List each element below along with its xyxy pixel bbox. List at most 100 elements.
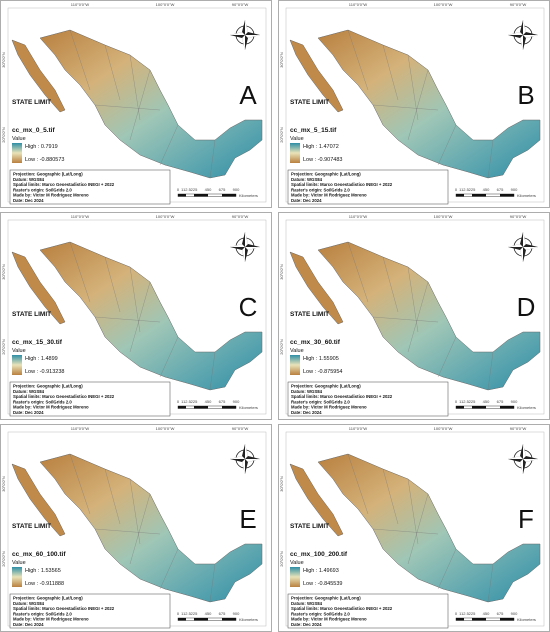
longitude-label: 90°0'0"W [510, 214, 527, 219]
scale-unit: Kilometers [517, 405, 536, 410]
legend-low: Low : -0.880573 [25, 157, 64, 163]
compass-star [508, 20, 538, 50]
scale-bar-fill [194, 194, 208, 197]
longitude-label: 90°0'0"W [510, 2, 527, 7]
map-panel: 110°0'0"W 100°0'0"W 90°0'0"W 30°0'0"N 20°0'0… [0, 0, 272, 208]
legend-file: cc_mx_15_30.tif [12, 339, 63, 346]
legend-low: Low : -0.913238 [25, 369, 64, 375]
legend-heading: STATE LIMIT [12, 523, 51, 530]
compass-star-light [230, 20, 260, 50]
note-line: Projection: Geographic (Lat/Long) [13, 384, 83, 389]
peninsula-shape [11, 251, 66, 325]
scale-bar-fill [178, 618, 186, 621]
legend-high: High : 1.55905 [303, 356, 339, 362]
scale-label: 0 [177, 399, 180, 404]
longitude-label: 100°0'0"W [434, 426, 453, 431]
note-line: Raster's origin: SoilGrids 2.0 [291, 611, 350, 616]
state-lines [69, 29, 216, 179]
panel-letter: B [517, 80, 534, 110]
scale-label: 0 [455, 399, 458, 404]
compass-star-light [508, 232, 538, 262]
scale-label: 900 [233, 187, 240, 192]
scale-unit: Kilometers [517, 193, 536, 198]
legend-ramp [290, 143, 300, 163]
legend-value: Value [290, 348, 304, 354]
legend-value: Value [12, 348, 26, 354]
scale-label: 225 [469, 187, 476, 192]
note-line: Made by: Victor M Rodriguez Moreno [13, 617, 89, 622]
scale-label: 225 [191, 611, 198, 616]
scale-bar-fill [500, 406, 514, 409]
legend-value: Value [12, 560, 26, 566]
compass-star [230, 20, 260, 50]
longitude-label: 110°0'0"W [71, 426, 90, 431]
note-line: Projection: Geographic (Lat/Long) [291, 384, 361, 389]
longitude-label: 110°0'0"W [349, 214, 368, 219]
latitude-label: 20°0'0"N [279, 127, 284, 143]
longitude-label: 100°0'0"W [156, 426, 175, 431]
note-line: Date: Dec 2024 [13, 198, 44, 203]
scale-label: 450 [205, 611, 212, 616]
notes-box [287, 169, 449, 205]
legend-ramp [290, 355, 300, 375]
compass-star [508, 232, 538, 262]
compass-star-light [508, 20, 538, 50]
latitude-label: 30°0'0"N [279, 52, 284, 68]
scale-label: 675 [497, 611, 504, 616]
note-line: Spatial limits: Marco Geoestadistico INE… [13, 394, 115, 399]
legend-value: Value [290, 560, 304, 566]
legend-ramp [12, 143, 22, 163]
map-panel: 110°0'0"W 100°0'0"W 90°0'0"W 30°0'0"N 20°0'0… [0, 212, 272, 420]
country-shape [39, 453, 263, 603]
compass-rose [230, 444, 260, 474]
scale-label: 675 [219, 187, 226, 192]
note-line: Spatial limits: Marco Geoestadistico INE… [291, 394, 393, 399]
country-shape [317, 29, 541, 179]
map-panel: 110°0'0"W 100°0'0"W 90°0'0"W 30°0'0"N 20°0'0… [278, 212, 550, 420]
peninsula-shape [11, 39, 66, 113]
scale-unit: Kilometers [239, 405, 258, 410]
scale-bar-fill [222, 618, 236, 621]
legend-ramp [12, 355, 22, 375]
country-shape [317, 453, 541, 603]
note-line: Spatial limits: Marco Geoestadistico INE… [13, 606, 115, 611]
longitude-label: 100°0'0"W [434, 2, 453, 7]
note-line: Datum: WGS84 [291, 601, 323, 606]
legend-high: High : 0.7919 [25, 144, 58, 150]
compass-star-light [230, 444, 260, 474]
note-line: Raster's origin: SoilGrids 2.0 [13, 611, 72, 616]
note-line: Spatial limits: Marco Geoestadistico INE… [291, 606, 393, 611]
note-line: Datum: WGS84 [13, 389, 45, 394]
note-line: Spatial limits: Marco Geoestadistico INE… [291, 182, 393, 187]
scale-bar-fill [178, 194, 186, 197]
legend-low: Low : -0.911888 [25, 581, 64, 587]
longitude-label: 110°0'0"W [349, 2, 368, 7]
latitude-label: 20°0'0"N [1, 127, 6, 143]
scale-bar-fill [178, 406, 186, 409]
notes-box [287, 381, 449, 417]
scale-bar-fill [194, 618, 208, 621]
longitude-label: 90°0'0"W [232, 2, 249, 7]
state-lines [347, 241, 494, 391]
scale-label: 675 [497, 187, 504, 192]
legend-high: High : 1.49693 [303, 568, 339, 574]
note-line: Datum: WGS84 [291, 177, 323, 182]
scale-label: 450 [483, 187, 490, 192]
scale-label: 450 [483, 611, 490, 616]
scale-unit: Kilometers [517, 617, 536, 622]
legend-ramp [12, 567, 22, 587]
longitude-label: 110°0'0"W [71, 214, 90, 219]
legend-high: High : 1.47072 [303, 144, 339, 150]
scale-bar-fill [456, 406, 464, 409]
note-line: Spatial limits: Marco Geoestadistico INE… [13, 182, 115, 187]
note-line: Made by: Victor M Rodriguez Moreno [291, 405, 367, 410]
note-line: Datum: WGS84 [13, 601, 45, 606]
notes-box [9, 169, 171, 205]
scale-bar-fill [194, 406, 208, 409]
scale-label: 900 [511, 611, 518, 616]
note-line: Projection: Geographic (Lat/Long) [291, 596, 361, 601]
longitude-label: 110°0'0"W [349, 426, 368, 431]
longitude-label: 100°0'0"W [156, 2, 175, 7]
compass-rose [508, 20, 538, 50]
compass-rose [230, 232, 260, 262]
